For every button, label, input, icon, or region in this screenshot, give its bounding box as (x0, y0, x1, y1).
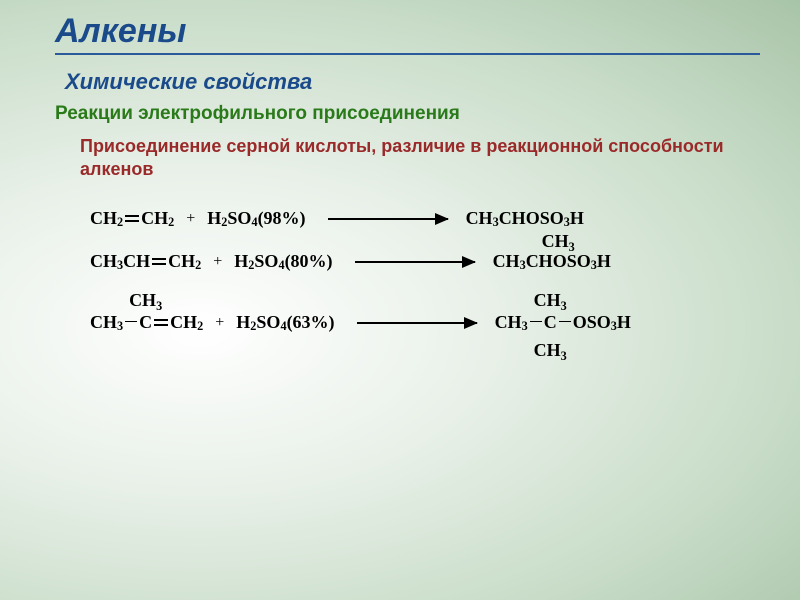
reaction-2: CH3CH CH2 + H2SO4(80%) CH3 CH3 CHOSO (90, 251, 760, 272)
formula-text: CHOSO (499, 208, 564, 229)
formula-text: CH (466, 208, 493, 229)
formula-text: CH (534, 290, 561, 310)
formula-text: H (236, 312, 250, 333)
formula-text: H (207, 208, 221, 229)
formula-text: H (234, 251, 248, 272)
formula-text: CHOSO (526, 251, 591, 272)
formula-text: OSO (573, 312, 611, 333)
subscript: 4 (278, 258, 284, 273)
subscript: 4 (280, 319, 286, 334)
arrow-icon (357, 322, 477, 324)
subscript: 3 (611, 319, 617, 334)
formula-text: CH (141, 208, 168, 229)
formula-text: H (617, 312, 631, 333)
formula-text: CH (168, 251, 195, 272)
formula-text: H (570, 208, 584, 229)
formula-text: CH (170, 312, 197, 333)
formula-text: SO (254, 251, 278, 272)
slide-subsubtitle: Реакции электрофильного присоединения (55, 103, 760, 125)
formula-text: C (139, 312, 152, 333)
subscript: 2 (195, 258, 201, 273)
reactant-2: CH3CH CH2 (90, 251, 201, 272)
percent-text: (63%) (287, 312, 335, 333)
branch-top: CH3 (129, 290, 162, 311)
subscript: 2 (221, 215, 227, 230)
slide-title: Алкены (55, 12, 760, 51)
double-bond-icon (154, 318, 168, 328)
plus-sign: + (215, 314, 224, 332)
double-bond-icon (152, 257, 166, 267)
reaction-1: CH2 CH2 + H2SO4(98%) CH3CHOSO3H (90, 208, 760, 229)
arrow-icon (328, 218, 448, 220)
branch-bottom: CH3 (534, 340, 567, 361)
branch-top: CH3 (542, 231, 575, 252)
formula-text: H (597, 251, 611, 272)
subscript: 3 (561, 299, 567, 313)
formula-text: SO (227, 208, 251, 229)
subscript: 3 (156, 299, 162, 313)
formula-text: CH (90, 312, 117, 333)
reaction-3: CH3 CH3 C CH2 + H2SO4(63%) (90, 312, 760, 333)
subscript: 3 (591, 258, 597, 273)
reactions-block: CH2 CH2 + H2SO4(98%) CH3CHOSO3H CH3CH CH… (90, 208, 760, 333)
product-2: CH3 CH3 CHOSO 3H (493, 251, 611, 272)
formula-text: CH (123, 251, 150, 272)
percent-text: (80%) (285, 251, 333, 272)
percent-text: (98%) (258, 208, 306, 229)
double-bond-icon (125, 214, 139, 224)
reactant-3: CH3 CH3 C CH2 (90, 312, 203, 333)
formula-text: C (544, 312, 557, 333)
subscript: 3 (569, 240, 575, 254)
formula-text: CH (129, 290, 156, 310)
subscript: 3 (117, 258, 123, 273)
title-underline (55, 53, 760, 55)
formula-text: SO (256, 312, 280, 333)
single-bond-icon (530, 321, 542, 323)
single-bond-icon (559, 321, 571, 323)
branch-top: CH3 (534, 290, 567, 311)
subscript: 3 (117, 319, 123, 334)
subscript: 2 (250, 319, 256, 334)
formula-text: CH (90, 208, 117, 229)
product-1: CH3CHOSO3H (466, 208, 584, 229)
formula-text: CH (534, 340, 561, 360)
reactant-1: CH2 CH2 (90, 208, 174, 229)
formula-text: CH (495, 312, 522, 333)
product-3: CH3 CH3 C CH3 OSO3H (495, 312, 631, 333)
subscript: 2 (168, 215, 174, 230)
reagent-3: H2SO4(63%) (236, 312, 334, 333)
subscript: 3 (522, 319, 528, 334)
subscript: 2 (197, 319, 203, 334)
plus-sign: + (186, 210, 195, 228)
subscript: 4 (251, 215, 257, 230)
subscript: 3 (493, 215, 499, 230)
formula-text: CH (493, 251, 520, 272)
slide-description: Присоединение серной кислоты, различие в… (80, 135, 760, 180)
reagent-2: H2SO4(80%) (234, 251, 332, 272)
plus-sign: + (213, 253, 222, 271)
formula-text: CH (542, 231, 569, 251)
subscript: 3 (561, 349, 567, 363)
subscript: 3 (564, 215, 570, 230)
single-bond-icon (125, 321, 137, 323)
subscript: 2 (248, 258, 254, 273)
reagent-1: H2SO4(98%) (207, 208, 305, 229)
slide-subtitle: Химические свойства (65, 69, 760, 95)
subscript: 2 (117, 215, 123, 230)
formula-text: CH (90, 251, 117, 272)
arrow-icon (355, 261, 475, 263)
